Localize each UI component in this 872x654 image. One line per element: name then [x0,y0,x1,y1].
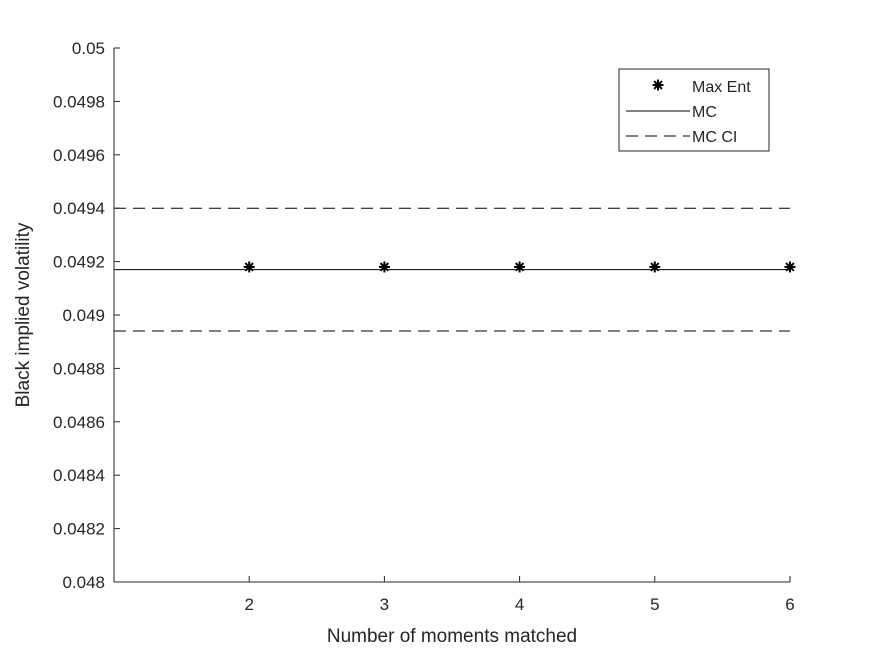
x-tick-label: 6 [785,595,794,614]
x-tick-label: 2 [244,595,253,614]
y-axis-title: Black implied volatility [13,222,34,407]
y-tick-label: 0.0494 [53,199,105,218]
y-tick-label: 0.0498 [53,92,105,111]
legend-label: Max Ent [692,79,751,96]
y-tick-label: 0.05 [72,39,105,58]
max-ent-point [784,261,796,273]
y-tick-label: 0.0482 [53,520,105,539]
y-tick-label: 0.0484 [53,466,105,485]
y-tick-label: 0.048 [62,573,105,592]
max-ent-point [649,261,661,273]
x-tick-label: 4 [515,595,524,614]
y-tick-label: 0.0488 [53,359,105,378]
legend-box [618,68,770,152]
max-ent-point [243,261,255,273]
x-tick-label: 5 [650,595,659,614]
y-tick-label: 0.049 [62,306,105,325]
axes: 0.048 0.0482 0.0484 0.0486 0.0488 0.049 0.0492… [53,39,795,614]
legend: Max Ent MC MC CI [618,68,770,152]
max-ent-point [514,261,526,273]
x-axis-title: Number of moments matched [327,626,577,647]
legend-label: MC [692,104,717,121]
max-ent-point [378,261,390,273]
x-tick-label: 3 [380,595,389,614]
y-tick-label: 0.0486 [53,413,105,432]
legend-marker-max-ent [652,79,664,91]
y-tick-label: 0.0492 [53,253,105,272]
legend-label: MC CI [692,129,737,146]
y-tick-label: 0.0496 [53,146,105,165]
plot-area [114,207,796,332]
